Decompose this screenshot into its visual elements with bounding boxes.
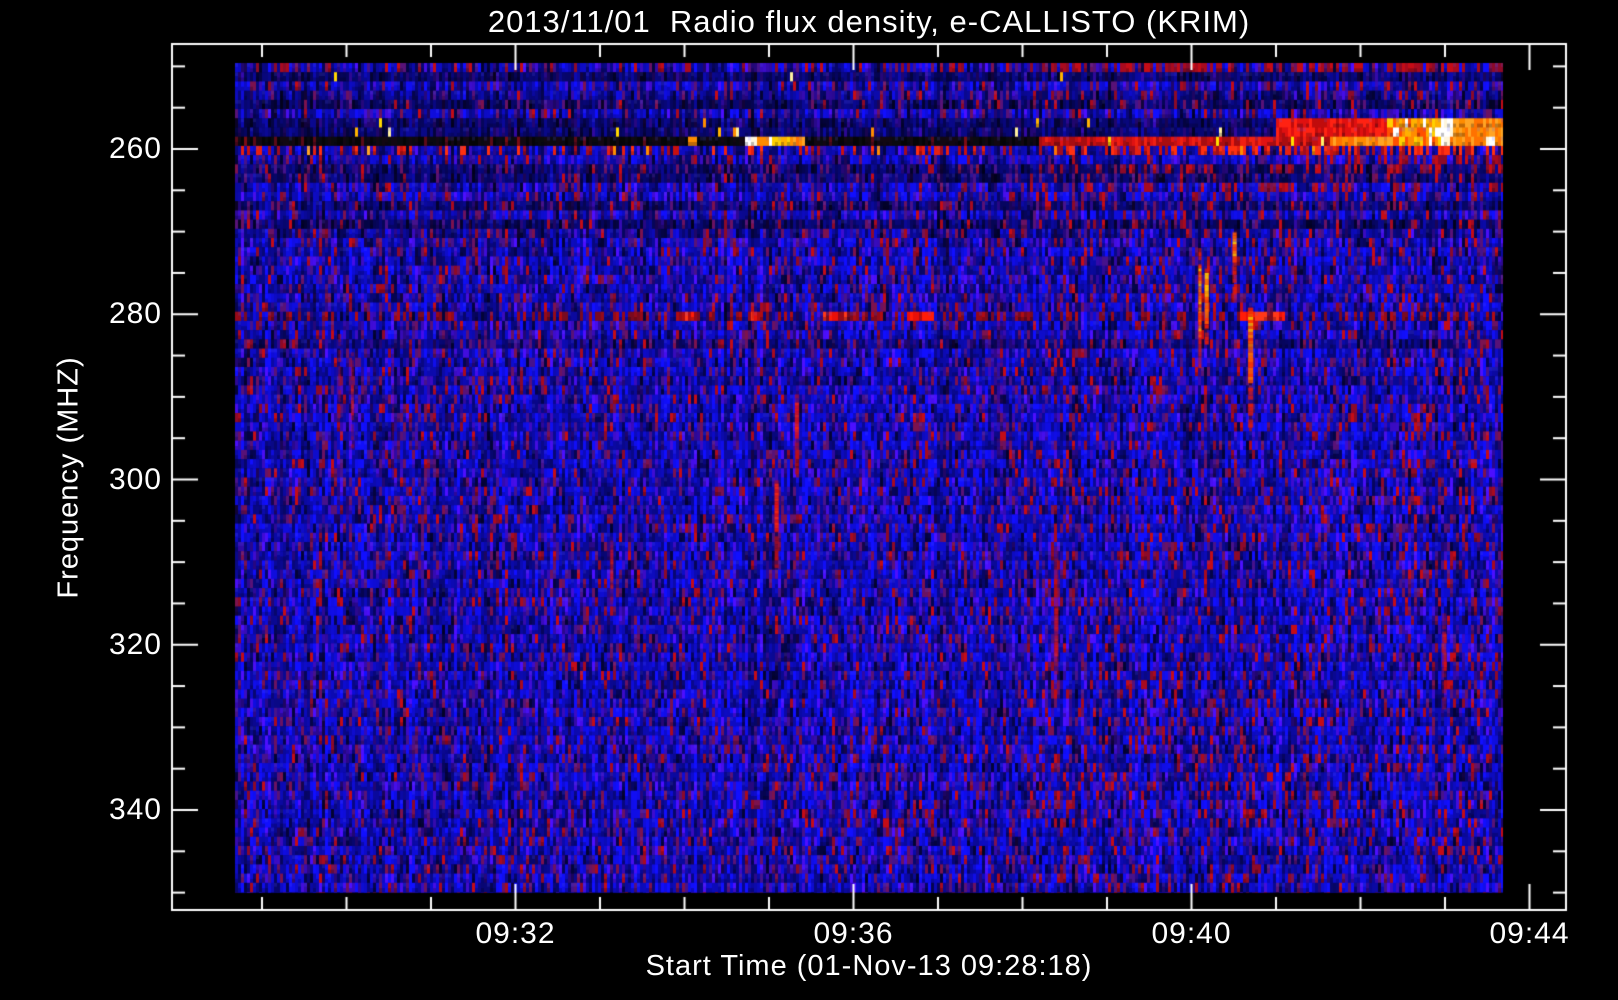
spectrogram-canvas [0, 0, 1618, 1000]
